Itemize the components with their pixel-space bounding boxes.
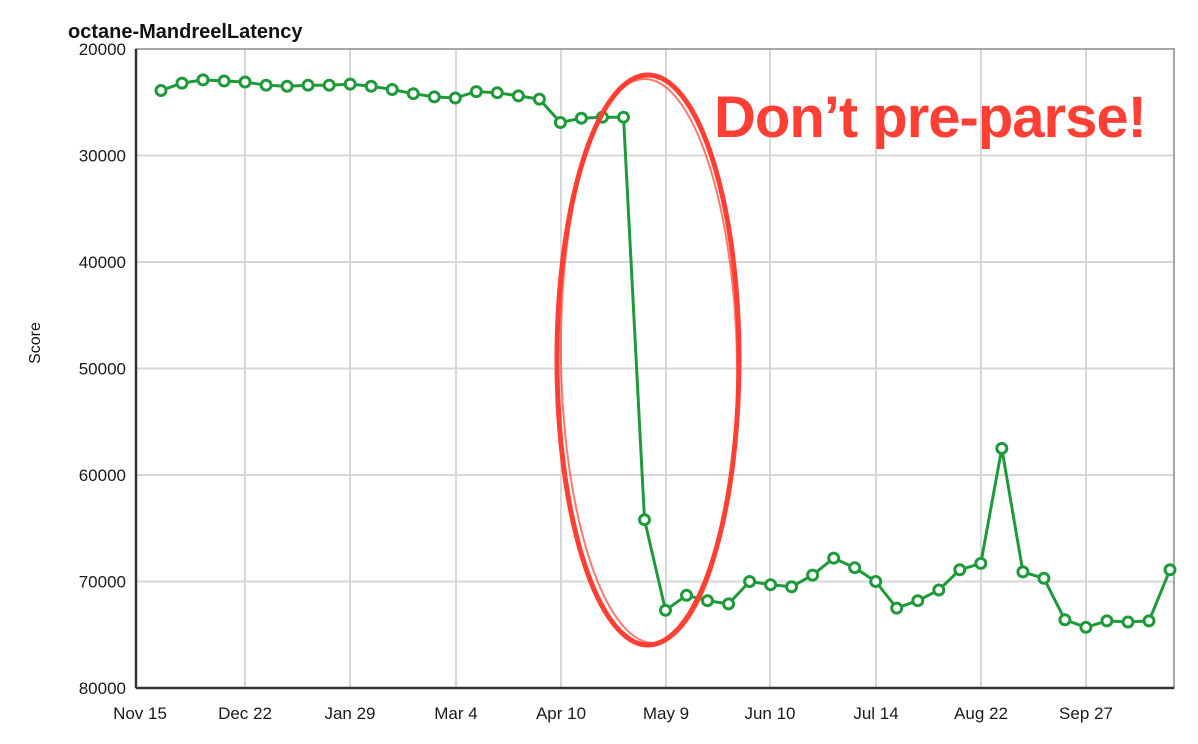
y-tick-label: 80000 — [79, 679, 126, 698]
data-point — [154, 84, 168, 97]
data-point — [238, 75, 252, 89]
data-point — [1079, 620, 1093, 634]
data-point — [932, 583, 946, 597]
series-line — [154, 73, 1177, 634]
y-tick-label: 30000 — [79, 147, 126, 166]
data-point — [406, 87, 420, 101]
y-tick-label: 40000 — [79, 253, 126, 272]
data-point — [196, 73, 210, 87]
data-point — [1121, 615, 1135, 629]
data-point — [911, 594, 925, 608]
data-point — [343, 77, 357, 91]
data-point — [680, 588, 693, 602]
data-point — [785, 580, 799, 594]
highlight-ellipse — [554, 72, 742, 648]
data-point — [490, 86, 504, 100]
annotations: Don’t pre-parse! — [554, 72, 1147, 648]
data-point — [448, 91, 462, 105]
data-point — [217, 74, 231, 88]
data-point — [1100, 614, 1114, 628]
chart-title: octane-MandreelLatency — [68, 21, 303, 43]
x-tick-label: Nov 15 — [113, 704, 167, 723]
axes — [134, 48, 1175, 690]
data-point — [1163, 563, 1177, 577]
data-point — [532, 92, 546, 106]
data-point — [1058, 613, 1072, 627]
data-point — [617, 110, 630, 124]
data-point — [806, 568, 820, 582]
data-point — [175, 76, 189, 90]
data-point — [974, 556, 988, 570]
data-point — [1037, 571, 1051, 585]
data-point — [280, 79, 294, 93]
data-point — [259, 78, 273, 92]
data-point — [722, 597, 736, 611]
data-point — [1016, 565, 1030, 579]
x-tick-label: Apr 10 — [536, 704, 586, 723]
x-tick-label: May 9 — [643, 704, 689, 723]
x-tick-label: Dec 22 — [218, 704, 272, 723]
data-point — [364, 79, 378, 93]
data-point — [869, 575, 883, 588]
x-tick-label: Jan 29 — [324, 704, 375, 723]
data-point — [469, 85, 483, 99]
data-point — [1142, 614, 1156, 628]
data-point — [511, 89, 525, 103]
data-point — [659, 603, 672, 617]
data-point — [322, 78, 336, 92]
y-tick-label: 20000 — [79, 40, 126, 59]
x-tick-label: Aug 22 — [954, 704, 1008, 723]
y-axis-label: Score — [27, 322, 44, 364]
y-tick-label: 60000 — [79, 466, 126, 485]
data-point — [953, 563, 967, 577]
data-point — [848, 561, 862, 575]
x-tick-label: Mar 4 — [434, 704, 477, 723]
x-tick-label: Sep 27 — [1059, 704, 1113, 723]
data-point — [427, 90, 441, 104]
y-tick-label: 50000 — [79, 360, 126, 379]
x-tick-label: Jul 14 — [853, 704, 898, 723]
data-point — [743, 575, 757, 588]
x-tick-label: Jun 10 — [744, 704, 795, 723]
highlight-ellipse-stroke — [559, 78, 739, 644]
data-point — [995, 441, 1009, 455]
data-point — [574, 111, 588, 125]
annotation-text: Don’t pre-parse! — [714, 85, 1146, 150]
y-tick-label: 70000 — [79, 573, 126, 592]
data-point — [301, 78, 315, 92]
data-point — [827, 551, 841, 565]
data-point — [764, 578, 778, 592]
data-point — [701, 594, 714, 608]
data-point — [385, 83, 399, 96]
tick-labels: 20000 30000 40000 50000 60000 70000 80000 Nov 1… — [79, 40, 1113, 723]
data-point — [890, 601, 904, 615]
data-point — [553, 116, 567, 129]
data-point — [638, 513, 651, 527]
